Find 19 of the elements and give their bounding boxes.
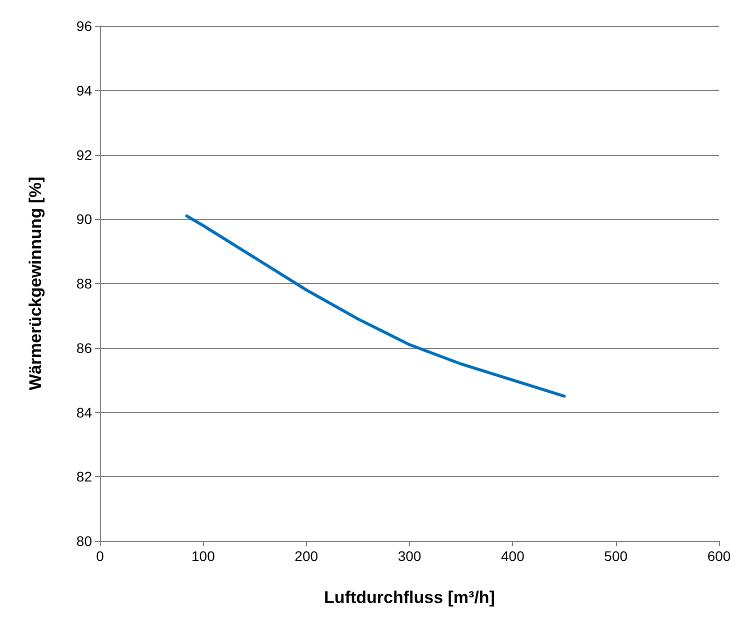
y-tick-label: 96 <box>76 18 92 34</box>
x-tick-label: 300 <box>398 548 422 564</box>
y-tick-label: 80 <box>76 533 92 549</box>
y-axis-title: Wärmerückgewinnung [%] <box>26 176 45 390</box>
y-tick-label: 92 <box>76 146 92 163</box>
y-tick-label: 88 <box>76 276 92 292</box>
x-tick-label: 600 <box>707 548 731 564</box>
x-tick-label: 100 <box>191 548 216 564</box>
y-tick-label: 86 <box>76 340 92 356</box>
line-series <box>185 214 566 398</box>
y-tick-label: 84 <box>76 404 92 420</box>
y-tick-label: 90 <box>76 211 92 228</box>
x-axis-title: Luftdurchfluss [m³/h] <box>324 588 495 607</box>
x-tick-label: 200 <box>294 548 318 564</box>
y-tick-label: 82 <box>76 468 92 485</box>
x-tick-label: 500 <box>604 548 628 564</box>
x-tick-label: 400 <box>500 548 525 564</box>
x-tick-label: 0 <box>96 548 104 564</box>
y-tick-label: 94 <box>76 82 92 98</box>
